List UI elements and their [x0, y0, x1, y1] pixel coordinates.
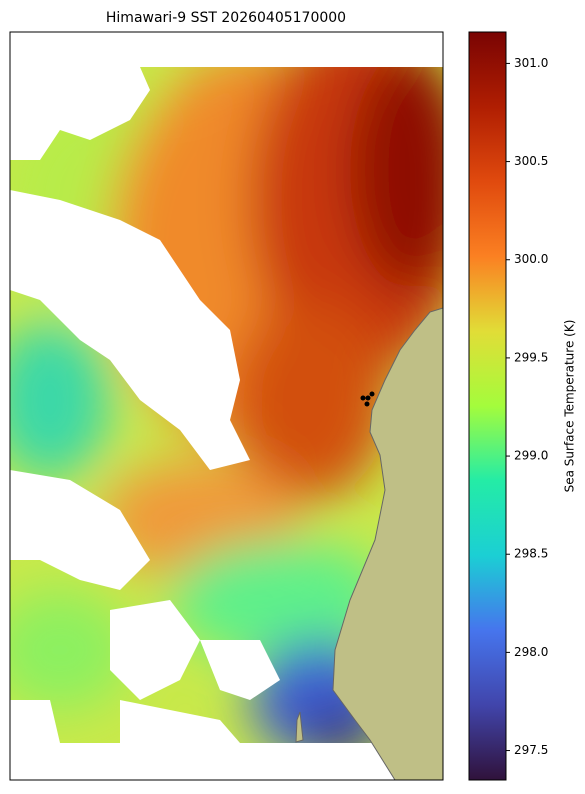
colorbar — [468, 31, 507, 781]
colorbar-tick-label: 298.0 — [514, 645, 548, 659]
land — [332, 307, 444, 781]
colorbar-label: Sea Surface Temperature (K) — [563, 320, 577, 493]
stations — [360, 391, 375, 407]
colorbar-tick-label: 298.5 — [514, 547, 548, 561]
colorbar-tick-label: 300.5 — [514, 154, 548, 168]
sst-field — [10, 67, 443, 743]
colorbar-tick-label: 297.5 — [514, 743, 548, 757]
colorbar-tick-label: 299.0 — [514, 449, 548, 463]
map-frame — [9, 31, 444, 781]
colorbar-tick-label: 299.5 — [514, 350, 548, 364]
island — [295, 711, 304, 743]
chart-title: Himawari-9 SST 20260405170000 — [106, 10, 346, 26]
colorbar-tick-label: 301.0 — [514, 56, 548, 70]
colorbar-tick-label: 300.0 — [514, 252, 548, 266]
